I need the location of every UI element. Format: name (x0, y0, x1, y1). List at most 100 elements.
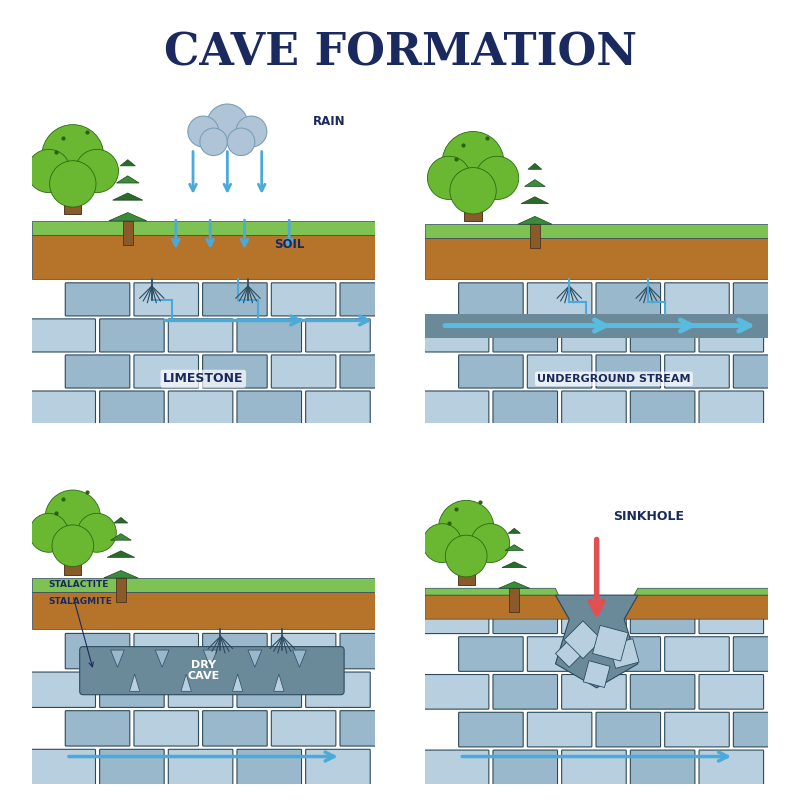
Polygon shape (233, 674, 243, 691)
FancyBboxPatch shape (493, 750, 558, 785)
FancyBboxPatch shape (134, 283, 198, 316)
Circle shape (438, 500, 494, 556)
FancyBboxPatch shape (527, 355, 592, 388)
Circle shape (206, 104, 248, 146)
Bar (32, 221, 375, 234)
FancyBboxPatch shape (665, 637, 730, 671)
FancyBboxPatch shape (100, 391, 164, 424)
FancyBboxPatch shape (340, 283, 405, 316)
Bar (425, 238, 768, 279)
FancyBboxPatch shape (306, 672, 370, 707)
Bar (64, 173, 82, 214)
Text: SINKHOLE: SINKHOLE (613, 510, 684, 522)
FancyBboxPatch shape (630, 750, 695, 785)
Bar (64, 534, 82, 574)
FancyBboxPatch shape (168, 750, 233, 785)
Bar (530, 224, 540, 248)
Bar (122, 221, 133, 245)
FancyBboxPatch shape (306, 750, 370, 785)
FancyBboxPatch shape (734, 283, 798, 316)
Polygon shape (502, 562, 526, 568)
FancyBboxPatch shape (237, 319, 302, 352)
FancyBboxPatch shape (699, 599, 763, 634)
FancyBboxPatch shape (340, 710, 405, 746)
Circle shape (450, 167, 496, 214)
Text: CAVE FORMATION: CAVE FORMATION (163, 32, 637, 75)
FancyBboxPatch shape (699, 391, 763, 424)
FancyBboxPatch shape (630, 674, 695, 709)
Circle shape (45, 490, 101, 546)
FancyBboxPatch shape (237, 391, 302, 424)
Text: RAIN: RAIN (314, 114, 346, 128)
FancyBboxPatch shape (66, 355, 130, 388)
FancyBboxPatch shape (493, 674, 558, 709)
Bar (32, 578, 375, 592)
Polygon shape (113, 193, 143, 200)
FancyBboxPatch shape (458, 712, 523, 747)
Polygon shape (107, 551, 134, 558)
FancyBboxPatch shape (306, 319, 370, 352)
Circle shape (475, 156, 518, 199)
Polygon shape (181, 674, 191, 691)
FancyBboxPatch shape (458, 355, 523, 388)
FancyBboxPatch shape (665, 355, 730, 388)
FancyBboxPatch shape (100, 319, 164, 352)
FancyBboxPatch shape (31, 750, 95, 785)
Circle shape (27, 150, 70, 193)
Polygon shape (555, 595, 638, 688)
Polygon shape (110, 650, 124, 667)
Polygon shape (518, 217, 552, 224)
FancyBboxPatch shape (340, 634, 405, 669)
FancyBboxPatch shape (66, 710, 130, 746)
FancyBboxPatch shape (271, 634, 336, 669)
FancyBboxPatch shape (424, 391, 489, 424)
Circle shape (75, 150, 118, 193)
Circle shape (200, 128, 227, 155)
FancyBboxPatch shape (562, 391, 626, 424)
FancyBboxPatch shape (100, 750, 164, 785)
FancyBboxPatch shape (699, 674, 763, 709)
Bar (465, 179, 482, 221)
FancyBboxPatch shape (596, 637, 661, 671)
FancyBboxPatch shape (134, 634, 198, 669)
FancyBboxPatch shape (699, 750, 763, 785)
FancyBboxPatch shape (562, 674, 626, 709)
FancyBboxPatch shape (734, 637, 798, 671)
Text: STALACTITE: STALACTITE (49, 580, 109, 590)
Polygon shape (505, 545, 523, 550)
FancyBboxPatch shape (493, 391, 558, 424)
FancyBboxPatch shape (734, 355, 798, 388)
Circle shape (470, 524, 510, 562)
Bar (425, 314, 768, 338)
FancyBboxPatch shape (202, 710, 267, 746)
Bar (509, 588, 519, 612)
Polygon shape (425, 588, 570, 619)
FancyBboxPatch shape (424, 674, 489, 709)
Text: SOIL: SOIL (274, 238, 304, 251)
FancyBboxPatch shape (527, 283, 592, 316)
Circle shape (30, 514, 68, 552)
FancyBboxPatch shape (596, 712, 661, 747)
Circle shape (78, 514, 116, 552)
FancyBboxPatch shape (734, 712, 798, 747)
Bar (458, 544, 474, 585)
Circle shape (427, 156, 470, 199)
FancyBboxPatch shape (562, 750, 626, 785)
Polygon shape (425, 595, 570, 619)
Polygon shape (274, 674, 284, 691)
Polygon shape (155, 650, 169, 667)
Polygon shape (130, 674, 140, 691)
FancyBboxPatch shape (100, 672, 164, 707)
Circle shape (442, 131, 504, 194)
Polygon shape (528, 163, 542, 170)
FancyBboxPatch shape (424, 750, 489, 785)
Circle shape (422, 524, 462, 562)
Circle shape (52, 525, 94, 566)
Text: STALAGMITE: STALAGMITE (49, 598, 113, 606)
FancyBboxPatch shape (630, 319, 695, 352)
FancyBboxPatch shape (493, 319, 558, 352)
Text: UNDERGROUND STREAM: UNDERGROUND STREAM (537, 374, 690, 384)
FancyBboxPatch shape (168, 672, 233, 707)
FancyBboxPatch shape (66, 283, 130, 316)
Polygon shape (624, 588, 768, 619)
